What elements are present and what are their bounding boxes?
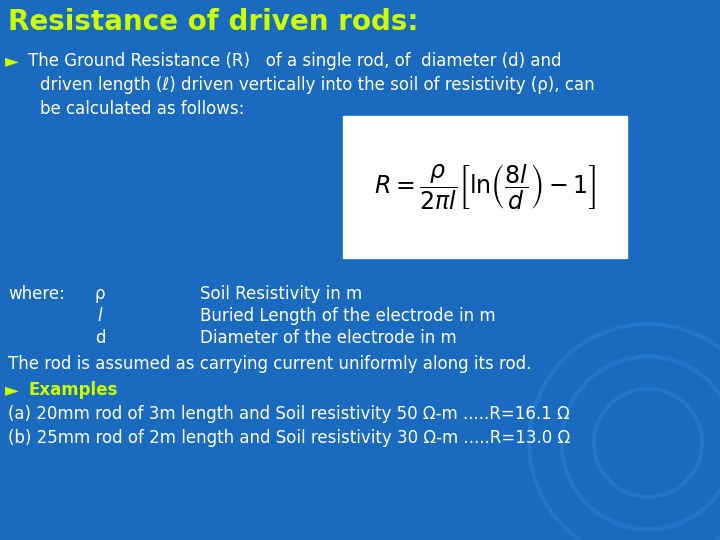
Text: $R = \dfrac{\rho}{2\pi l}\left[\mathrm{ln}\left(\dfrac{8l}{d}\right)-1\right]$: $R = \dfrac{\rho}{2\pi l}\left[\mathrm{l… [374, 163, 596, 212]
Text: The Ground Resistance (R)   of a single rod, of  diameter (d) and: The Ground Resistance (R) of a single ro… [28, 52, 562, 70]
Text: (a) 20mm rod of 3m length and Soil resistivity 50 Ω-m .....R=16.1 Ω: (a) 20mm rod of 3m length and Soil resis… [8, 405, 570, 423]
Text: Diameter of the electrode in m: Diameter of the electrode in m [200, 329, 456, 347]
Text: (b) 25mm rod of 2m length and Soil resistivity 30 Ω-m .....R=13.0 Ω: (b) 25mm rod of 2m length and Soil resis… [8, 429, 570, 447]
Text: Soil Resistivity in m: Soil Resistivity in m [200, 285, 362, 303]
Text: Buried Length of the electrode in m: Buried Length of the electrode in m [200, 307, 495, 325]
Text: Resistance of driven rods:: Resistance of driven rods: [8, 8, 418, 36]
Text: Examples: Examples [28, 381, 117, 399]
Text: driven length (ℓ) driven vertically into the soil of resistivity (ρ), can: driven length (ℓ) driven vertically into… [40, 76, 595, 94]
Text: be calculated as follows:: be calculated as follows: [40, 100, 244, 118]
Text: The rod is assumed as carrying current uniformly along its rod.: The rod is assumed as carrying current u… [8, 355, 531, 373]
Text: ρ: ρ [95, 285, 105, 303]
Text: d: d [95, 329, 105, 347]
Text: l: l [98, 307, 102, 325]
Text: ►: ► [5, 52, 19, 70]
Text: where:: where: [8, 285, 65, 303]
FancyBboxPatch shape [343, 116, 627, 258]
Text: ►: ► [5, 381, 19, 399]
